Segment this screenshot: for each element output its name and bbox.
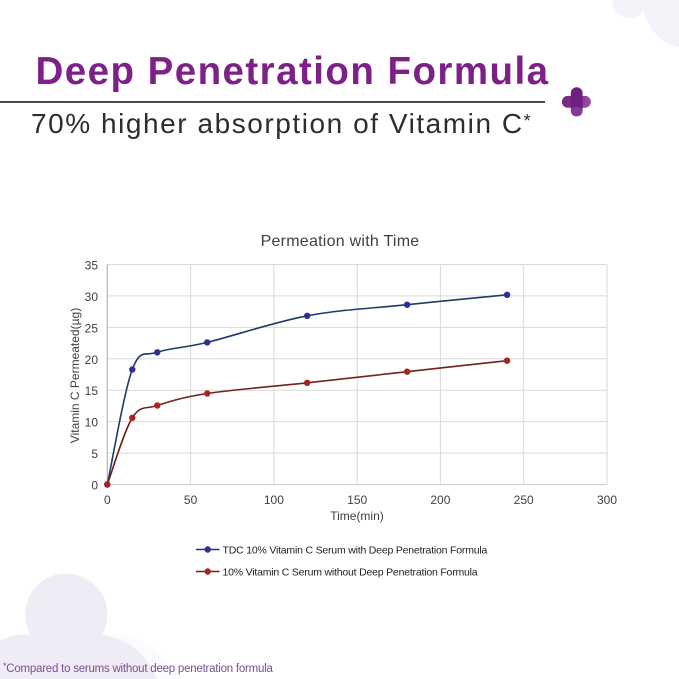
svg-text:10% Vitamin C Serum without De: 10% Vitamin C Serum without Deep Penetra… [223,567,478,579]
svg-text:Time(min): Time(min) [330,509,384,523]
svg-text:150: 150 [347,493,367,507]
svg-text:250: 250 [514,493,534,507]
svg-text:5: 5 [91,447,98,461]
svg-text:100: 100 [264,493,284,507]
svg-text:300: 300 [597,493,617,507]
svg-text:TDC 10% Vitamin C Serum with D: TDC 10% Vitamin C Serum with Deep Penetr… [223,545,488,557]
svg-text:Permeation with Time: Permeation with Time [261,233,420,250]
svg-text:25: 25 [85,321,99,335]
svg-text:Vitamin C Permeated(µg): Vitamin C Permeated(µg) [68,308,82,443]
svg-text:35: 35 [85,259,99,273]
svg-text:200: 200 [430,493,450,507]
svg-text:0: 0 [91,479,98,493]
svg-text:50: 50 [184,493,198,507]
svg-text:30: 30 [85,290,99,304]
svg-text:10: 10 [85,416,99,430]
svg-text:15: 15 [85,384,99,398]
svg-text:0: 0 [104,493,111,507]
svg-text:20: 20 [85,353,99,367]
